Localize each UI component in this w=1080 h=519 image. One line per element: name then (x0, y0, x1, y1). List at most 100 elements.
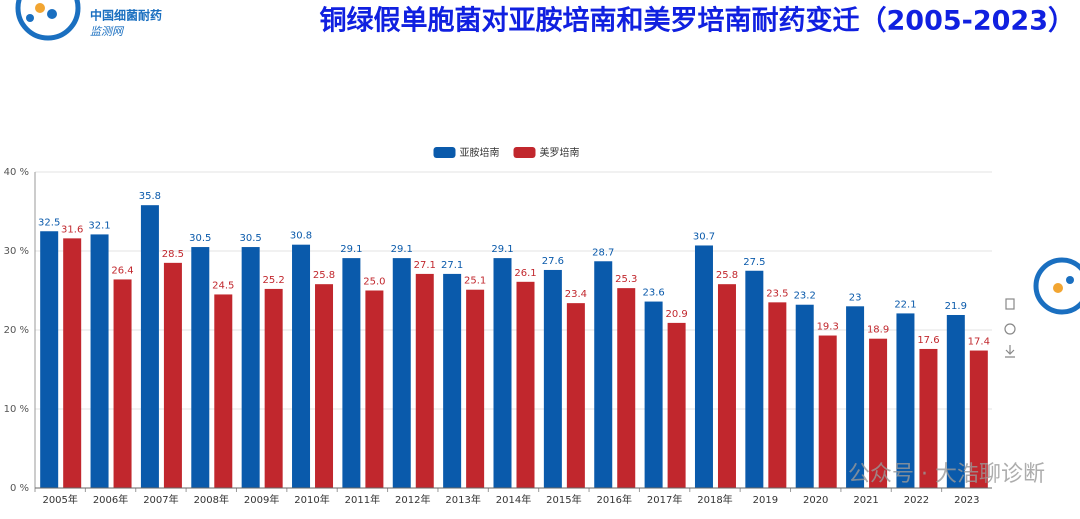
bar (315, 284, 334, 488)
y-tick-label: 20 % (4, 325, 29, 336)
y-tick-label: 40 % (4, 167, 29, 178)
bar (140, 205, 159, 488)
bar (113, 279, 132, 488)
bar (342, 258, 361, 488)
x-tick-label: 2006年 (93, 493, 128, 506)
logo: 中国细菌耐药 监测网 (15, 0, 162, 41)
bar (443, 273, 462, 488)
bar (846, 306, 865, 488)
bar (191, 247, 210, 488)
x-tick-label: 2021 (853, 495, 878, 506)
bar (493, 258, 512, 488)
value-label: 28.5 (162, 249, 184, 260)
value-label: 22.1 (894, 299, 916, 310)
value-label: 30.8 (290, 231, 312, 242)
value-label: 25.3 (615, 274, 637, 285)
value-label: 23.4 (565, 289, 587, 300)
value-label: 30.5 (240, 233, 262, 244)
value-label: 27.5 (743, 257, 765, 268)
x-tick-label: 2008年 (194, 493, 229, 506)
bar (818, 335, 837, 488)
chart-title: 铜绿假单胞菌对亚胺培南和美罗培南耐药变迁（2005-2023） (320, 5, 1076, 37)
bar (365, 290, 384, 488)
value-label: 27.6 (542, 256, 564, 267)
side-logo (1033, 257, 1080, 315)
x-tick-label: 2009年 (244, 493, 279, 506)
x-tick-label: 2016年 (597, 493, 632, 506)
value-label: 29.1 (340, 244, 362, 255)
x-tick-label: 2018年 (697, 493, 732, 506)
y-tick-label: 10 % (4, 404, 29, 415)
bar (392, 258, 411, 488)
value-label: 25.0 (363, 277, 385, 288)
value-label: 30.7 (693, 231, 715, 242)
watermark: 公众号 · 大浩聊诊断 (848, 462, 1045, 487)
legend-label: 亚胺培南 (460, 146, 500, 159)
bar (896, 313, 915, 488)
bar (768, 302, 787, 488)
bar (90, 234, 109, 488)
bar (644, 301, 663, 488)
y-tick-label: 0 % (10, 483, 29, 494)
bar (717, 284, 736, 488)
bar (594, 261, 613, 488)
legend-swatch (513, 147, 536, 158)
x-tick-label: 2014年 (496, 493, 531, 506)
toolbox (1004, 298, 1016, 358)
x-tick-label: 2011年 (345, 493, 380, 506)
value-label: 32.5 (38, 217, 60, 228)
bar (694, 245, 713, 488)
value-label: 35.8 (139, 191, 161, 202)
x-tick-label: 2017年 (647, 493, 682, 506)
x-tick-label: 2012年 (395, 493, 430, 506)
value-label: 25.8 (313, 270, 335, 281)
bar (795, 304, 814, 488)
value-label: 25.8 (716, 270, 738, 281)
bar (919, 348, 938, 488)
restore-icon[interactable] (1004, 323, 1016, 335)
x-tick-label: 2020 (803, 495, 828, 506)
x-tick-label: 2019 (753, 495, 778, 506)
value-label: 28.7 (592, 247, 614, 258)
data-view-icon[interactable] (1005, 298, 1015, 310)
value-label: 18.9 (867, 325, 889, 336)
value-label: 24.5 (212, 280, 234, 291)
value-label: 26.1 (514, 268, 536, 279)
value-label: 27.1 (414, 260, 436, 271)
bar (617, 288, 636, 488)
x-tick-label: 2022 (904, 495, 929, 506)
bar (566, 303, 585, 488)
value-label: 20.9 (665, 309, 687, 320)
bar (292, 244, 311, 488)
bar (40, 231, 59, 488)
x-tick-label: 2013年 (445, 493, 480, 506)
bar (214, 294, 233, 488)
bar (516, 281, 535, 488)
bar (466, 289, 485, 488)
bar (946, 314, 965, 488)
x-tick-label: 2015年 (546, 493, 581, 506)
bar (869, 338, 888, 488)
save-icon[interactable] (1005, 345, 1015, 358)
value-label: 30.5 (189, 233, 211, 244)
value-label: 17.6 (917, 335, 939, 346)
bar (745, 270, 764, 488)
y-tick-label: 30 % (4, 246, 29, 257)
x-tick-label: 2007年 (143, 493, 178, 506)
bar (543, 269, 562, 488)
logo-text: 中国细菌耐药 (90, 8, 162, 23)
value-label: 29.1 (491, 244, 513, 255)
value-label: 23 (849, 292, 862, 303)
x-tick-label: 2010年 (294, 493, 329, 506)
legend-label: 美罗培南 (540, 146, 580, 159)
value-label: 19.3 (817, 322, 839, 333)
value-label: 27.1 (441, 260, 463, 271)
value-label: 25.1 (464, 276, 486, 287)
value-label: 29.1 (391, 244, 413, 255)
bar (264, 288, 283, 488)
x-tick-label: 2005年 (42, 493, 77, 506)
value-label: 32.1 (88, 220, 110, 231)
value-label: 23.6 (642, 288, 664, 299)
bar (415, 273, 434, 488)
